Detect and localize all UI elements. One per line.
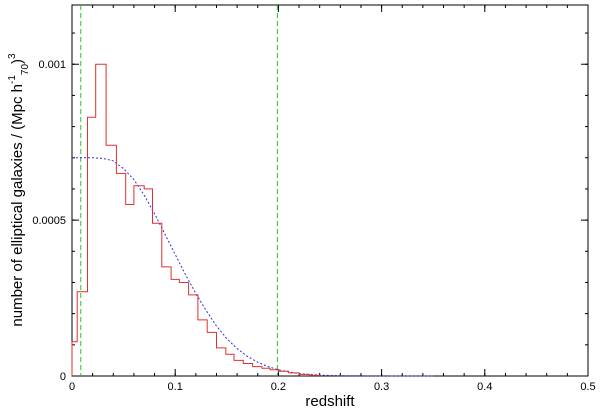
y-tick-labels: 0 0.0005 0.001 — [32, 59, 66, 383]
x-tick-label: 0.2 — [271, 381, 286, 393]
y-axis-title-sup1: -1 — [7, 75, 18, 84]
y-tick-label: 0.0005 — [32, 215, 66, 227]
x-tick-label: 0 — [69, 381, 75, 393]
y-tick-label: 0.001 — [38, 59, 66, 71]
histogram-line — [71, 63, 321, 376]
y-axis-title-close: ) — [9, 59, 26, 64]
fit-curve-line — [72, 157, 434, 377]
major-ticks — [71, 5, 589, 377]
x-tick-label: 0.3 — [374, 381, 389, 393]
vertical-lines — [80, 5, 278, 376]
x-axis-title: redshift — [305, 393, 355, 410]
x-tick-label: 0.1 — [168, 381, 183, 393]
x-tick-labels: 0 0.1 0.2 0.3 0.4 0.5 — [69, 381, 596, 393]
y-axis-title: number of elliptical galaxies / (Mpc h-1… — [7, 53, 31, 327]
minor-ticks — [71, 5, 589, 377]
y-axis-title-main: number of elliptical galaxies / (Mpc h — [9, 84, 26, 327]
y-axis-title-sub: 70 — [20, 64, 31, 76]
x-tick-label: 0.4 — [477, 381, 492, 393]
y-axis-title-sup2: 3 — [7, 53, 18, 59]
x-tick-label: 0.5 — [580, 381, 595, 393]
y-tick-label: 0 — [60, 371, 66, 383]
plot-frame — [71, 4, 589, 377]
